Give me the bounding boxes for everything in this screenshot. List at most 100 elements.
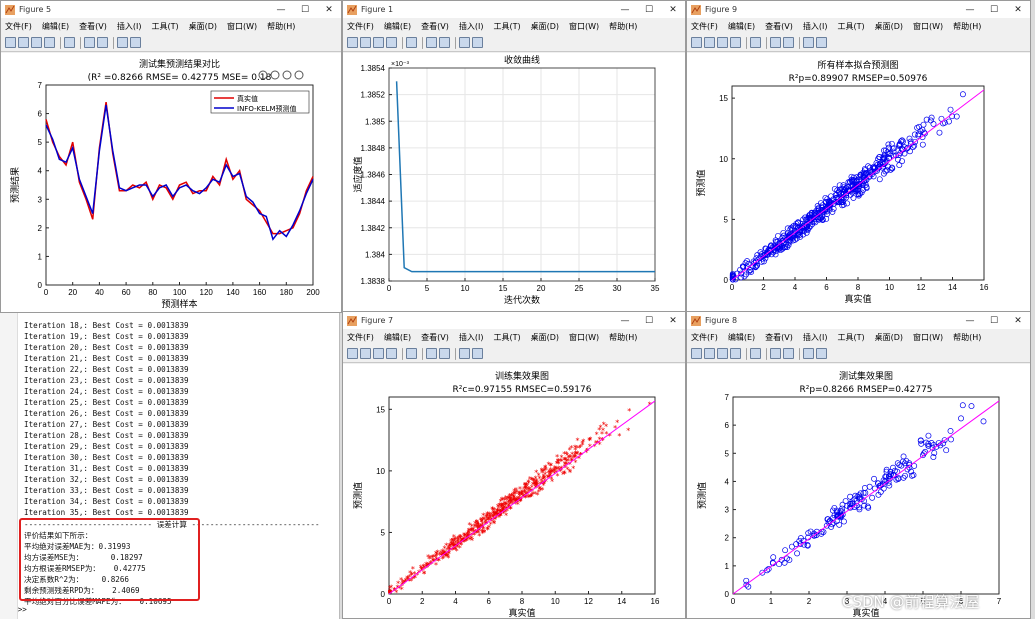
close-button[interactable]: ✕	[669, 315, 677, 326]
home-icon[interactable]	[294, 70, 304, 80]
menu-item[interactable]: 查看(V)	[765, 22, 793, 31]
menu-item[interactable]: 插入(I)	[116, 22, 142, 31]
new-figure-icon[interactable]	[347, 37, 358, 48]
property-editor-icon[interactable]	[472, 348, 483, 359]
colorbar-icon[interactable]	[426, 348, 437, 359]
open-icon[interactable]	[360, 348, 371, 359]
menu-item[interactable]: 工具(T)	[837, 22, 865, 31]
menu-item[interactable]: 帮助(H)	[953, 333, 982, 342]
link-icon[interactable]	[750, 348, 761, 359]
menu-item[interactable]: 编辑(E)	[727, 22, 756, 31]
pointer-icon[interactable]	[117, 37, 128, 48]
property-editor-icon[interactable]	[816, 348, 827, 359]
window-titlebar[interactable]: Figure 7 — ☐ ✕	[343, 312, 685, 329]
menu-item[interactable]: 帮助(H)	[609, 333, 638, 342]
menu-item[interactable]: 窗口(W)	[913, 333, 944, 342]
figure-window-7[interactable]: Figure 7 — ☐ ✕ 文件(F) 编辑(E) 查看(V) 插入(I) 工具(T) 桌面…	[342, 311, 686, 619]
figure-window-5[interactable]: Figure 5 — ☐ ✕ 文件(F) 编辑(E) 查看(V) 插入(I) 工具(T) 桌面…	[0, 0, 342, 313]
menu-item[interactable]: 查看(V)	[79, 22, 107, 31]
menu-item[interactable]: 编辑(E)	[727, 333, 756, 342]
menu-item[interactable]: 窗口(W)	[227, 22, 258, 31]
save-icon[interactable]	[717, 348, 728, 359]
menu-item[interactable]: 文件(F)	[5, 22, 32, 31]
new-figure-icon[interactable]	[691, 348, 702, 359]
legend-icon[interactable]	[783, 348, 794, 359]
new-figure-icon[interactable]	[347, 348, 358, 359]
save-icon[interactable]	[717, 37, 728, 48]
save-icon[interactable]	[31, 37, 42, 48]
menu-item[interactable]: 编辑(E)	[383, 333, 412, 342]
pointer-icon[interactable]	[803, 37, 814, 48]
legend-icon[interactable]	[439, 348, 450, 359]
property-editor-icon[interactable]	[816, 37, 827, 48]
link-icon[interactable]	[64, 37, 75, 48]
figure-window-8[interactable]: Figure 8 — ☐ ✕ 文件(F) 编辑(E) 查看(V) 插入(I) 工具(T) 桌面…	[686, 311, 1031, 619]
pan-icon[interactable]	[282, 70, 292, 80]
open-icon[interactable]	[704, 348, 715, 359]
window-titlebar[interactable]: Figure 5 — ☐ ✕	[1, 1, 341, 18]
colorbar-icon[interactable]	[426, 37, 437, 48]
menu-item[interactable]: 窗口(W)	[569, 333, 600, 342]
minimize-button[interactable]: —	[620, 315, 630, 326]
open-icon[interactable]	[18, 37, 29, 48]
menu-item[interactable]: 桌面(D)	[530, 333, 560, 342]
new-figure-icon[interactable]	[5, 37, 16, 48]
maximize-button[interactable]: ☐	[644, 315, 654, 326]
colorbar-icon[interactable]	[84, 37, 95, 48]
close-button[interactable]: ✕	[325, 4, 333, 15]
minimize-button[interactable]: —	[965, 4, 975, 15]
menu-item[interactable]: 桌面(D)	[188, 22, 218, 31]
minimize-button[interactable]: —	[620, 4, 630, 15]
legend-icon[interactable]	[783, 37, 794, 48]
print-icon[interactable]	[44, 37, 55, 48]
menu-item[interactable]: 桌面(D)	[530, 22, 560, 31]
menu-item[interactable]: 查看(V)	[421, 333, 449, 342]
menu-item[interactable]: 查看(V)	[421, 22, 449, 31]
new-figure-icon[interactable]	[691, 37, 702, 48]
print-icon[interactable]	[386, 37, 397, 48]
colorbar-icon[interactable]	[770, 348, 781, 359]
menu-item[interactable]: 窗口(W)	[569, 22, 600, 31]
zoom-in-icon[interactable]	[258, 70, 268, 80]
save-icon[interactable]	[373, 348, 384, 359]
menu-item[interactable]: 插入(I)	[802, 22, 828, 31]
property-editor-icon[interactable]	[130, 37, 141, 48]
pointer-icon[interactable]	[803, 348, 814, 359]
menu-item[interactable]: 文件(F)	[691, 22, 718, 31]
menu-item[interactable]: 编辑(E)	[41, 22, 70, 31]
menu-item[interactable]: 编辑(E)	[383, 22, 412, 31]
window-titlebar[interactable]: Figure 1 — ☐ ✕	[343, 1, 685, 18]
legend-icon[interactable]	[439, 37, 450, 48]
menu-item[interactable]: 工具(T)	[493, 22, 521, 31]
close-button[interactable]: ✕	[669, 4, 677, 15]
maximize-button[interactable]: ☐	[300, 4, 310, 15]
open-icon[interactable]	[704, 37, 715, 48]
minimize-button[interactable]: —	[965, 315, 975, 326]
colorbar-icon[interactable]	[770, 37, 781, 48]
print-icon[interactable]	[730, 348, 741, 359]
window-titlebar[interactable]: Figure 8 — ☐ ✕	[687, 312, 1030, 329]
menu-item[interactable]: 插入(I)	[458, 333, 484, 342]
menu-item[interactable]: 文件(F)	[347, 333, 374, 342]
menu-item[interactable]: 插入(I)	[458, 22, 484, 31]
pointer-icon[interactable]	[459, 37, 470, 48]
window-titlebar[interactable]: Figure 9 — ☐ ✕	[687, 1, 1030, 18]
close-button[interactable]: ✕	[1014, 315, 1022, 326]
menu-item[interactable]: 查看(V)	[765, 333, 793, 342]
menu-item[interactable]: 窗口(W)	[913, 22, 944, 31]
command-window[interactable]: Iteration 18,: Best Cost = 0.0013839 Iter…	[0, 313, 340, 619]
print-icon[interactable]	[386, 348, 397, 359]
figure-window-9[interactable]: Figure 9 — ☐ ✕ 文件(F) 编辑(E) 查看(V) 插入(I) 工具(T) 桌面…	[686, 0, 1031, 313]
maximize-button[interactable]: ☐	[644, 4, 654, 15]
menu-item[interactable]: 插入(I)	[802, 333, 828, 342]
menu-item[interactable]: 文件(F)	[691, 333, 718, 342]
minimize-button[interactable]: —	[276, 4, 286, 15]
property-editor-icon[interactable]	[472, 37, 483, 48]
menu-item[interactable]: 桌面(D)	[874, 333, 904, 342]
menu-item[interactable]: 文件(F)	[347, 22, 374, 31]
menu-item[interactable]: 帮助(H)	[609, 22, 638, 31]
zoom-out-icon[interactable]	[270, 70, 280, 80]
link-icon[interactable]	[406, 348, 417, 359]
open-icon[interactable]	[360, 37, 371, 48]
pointer-icon[interactable]	[459, 348, 470, 359]
